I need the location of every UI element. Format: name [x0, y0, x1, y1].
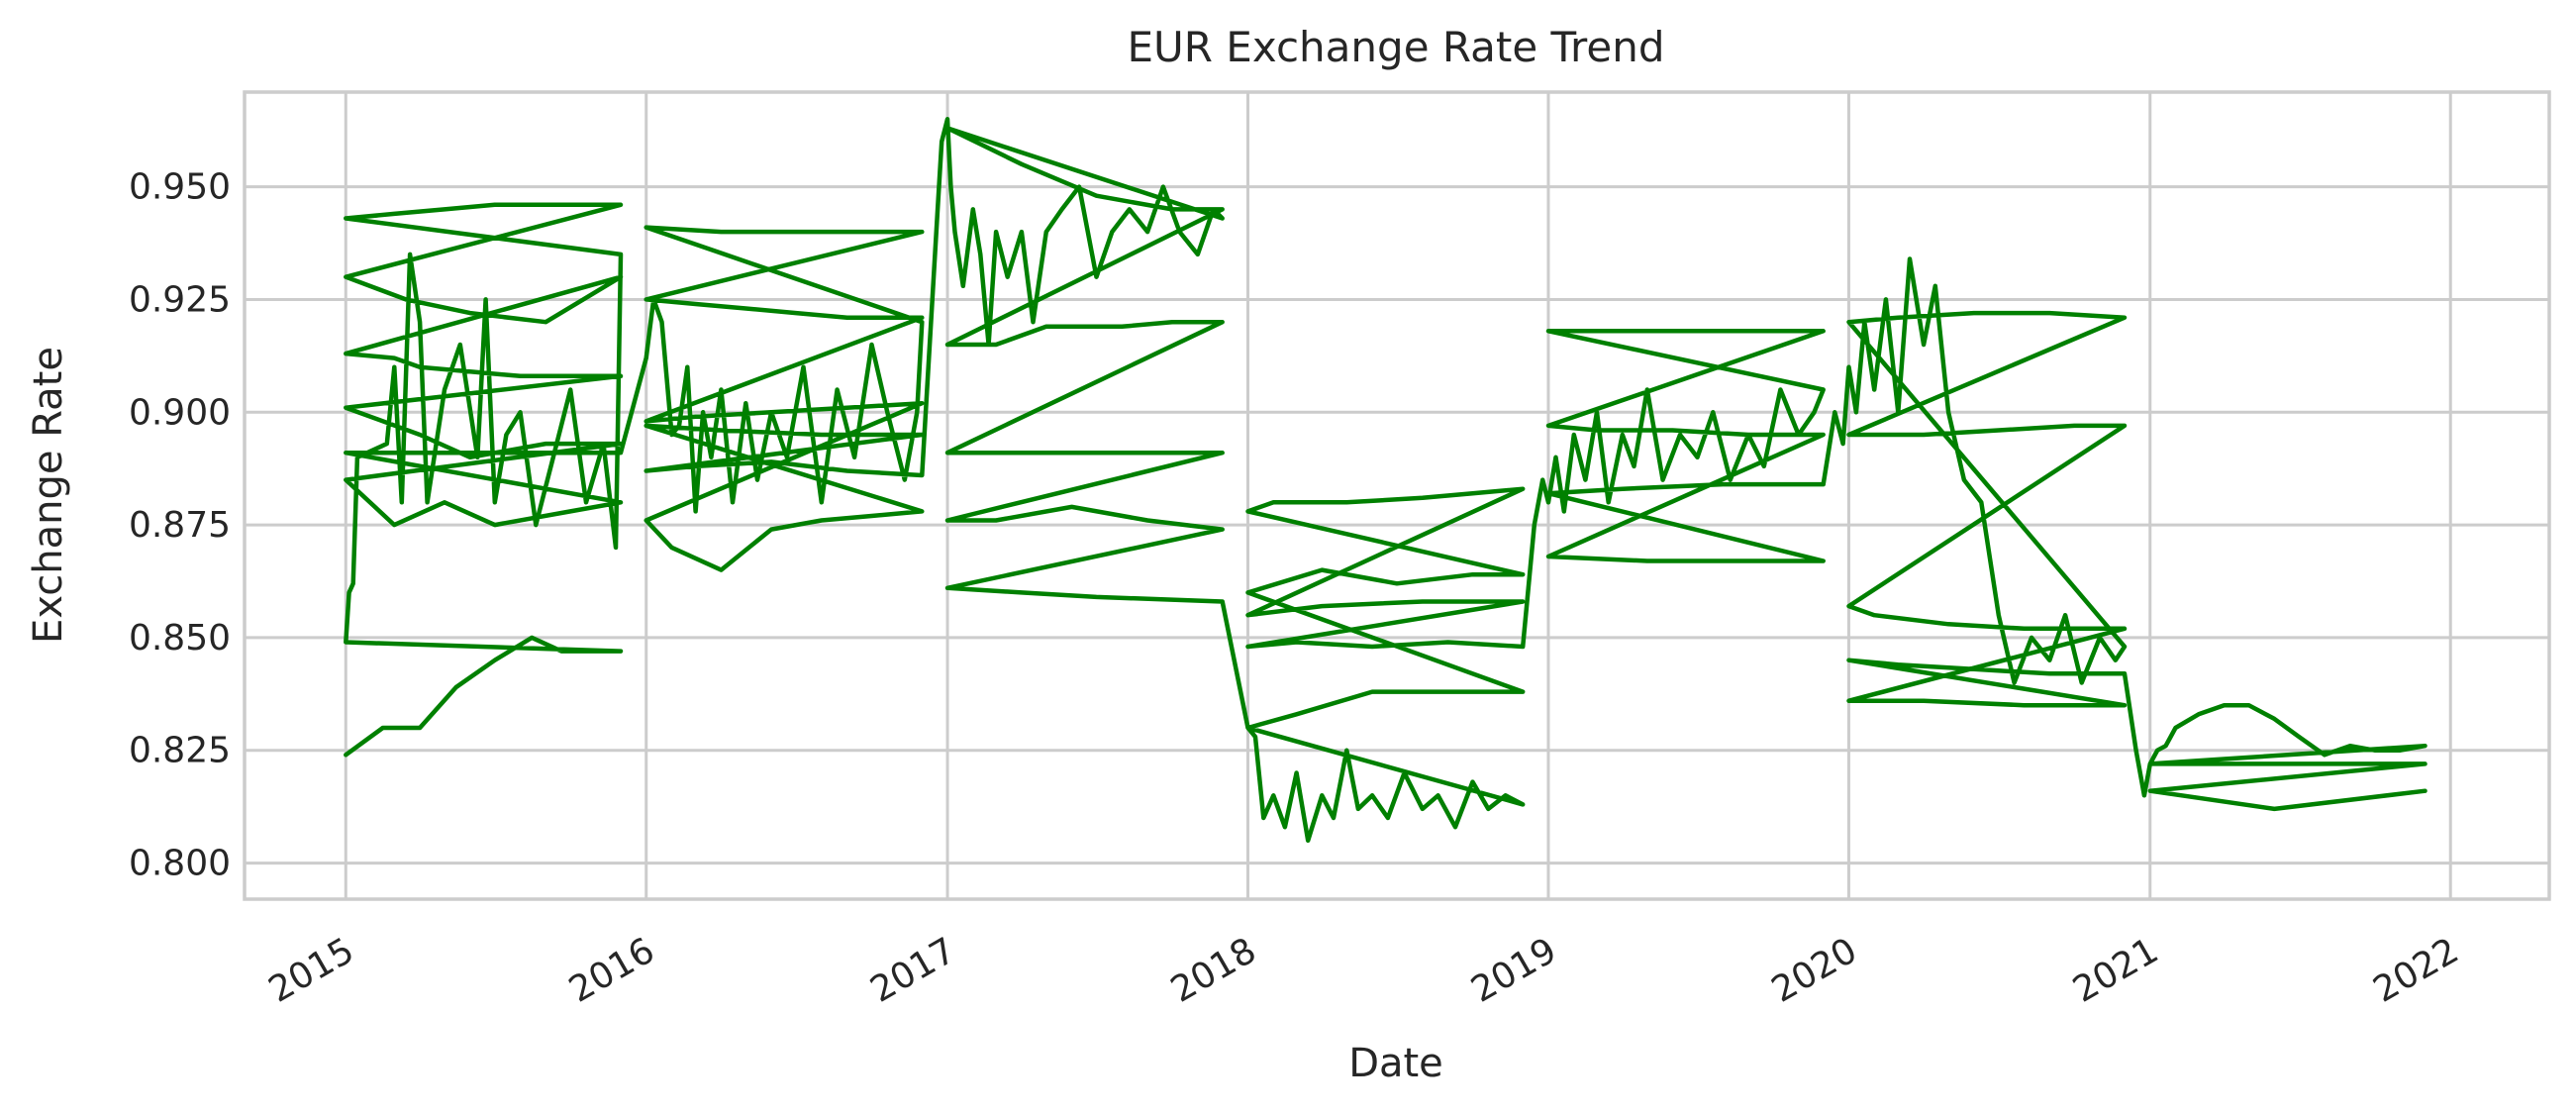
y-tick-label: 0.850	[129, 618, 231, 659]
x-axis-ticks: 2015 2016 2017 2018 2019 2020 2021 2022	[262, 930, 2466, 1010]
plot-frame	[243, 90, 2551, 901]
x-tick-label: 2020	[1765, 930, 1864, 1010]
x-tick-label: 2015	[262, 930, 361, 1010]
x-tick-label: 2022	[2367, 930, 2466, 1010]
chart-title: EUR Exchange Rate Trend	[1128, 23, 1665, 71]
y-axis-label: Exchange Rate	[26, 347, 71, 644]
y-tick-label: 0.950	[129, 167, 231, 208]
series-layer	[344, 117, 2427, 844]
y-tick-label: 0.800	[129, 844, 231, 884]
x-tick-label: 2016	[562, 930, 661, 1010]
x-tick-label: 2021	[2066, 930, 2165, 1010]
y-tick-label: 0.925	[129, 279, 231, 320]
x-tick-label: 2018	[1164, 930, 1263, 1010]
y-tick-label: 0.825	[129, 731, 231, 771]
y-tick-label: 0.875	[129, 505, 231, 546]
series-line	[344, 117, 2427, 844]
y-axis-ticks: 0.800 0.825 0.850 0.875 0.900 0.925 0.950	[129, 167, 231, 884]
x-tick-label: 2017	[863, 930, 962, 1010]
x-tick-label: 2019	[1464, 930, 1563, 1010]
y-tick-label: 0.900	[129, 392, 231, 433]
x-axis-label: Date	[1348, 1041, 1443, 1086]
